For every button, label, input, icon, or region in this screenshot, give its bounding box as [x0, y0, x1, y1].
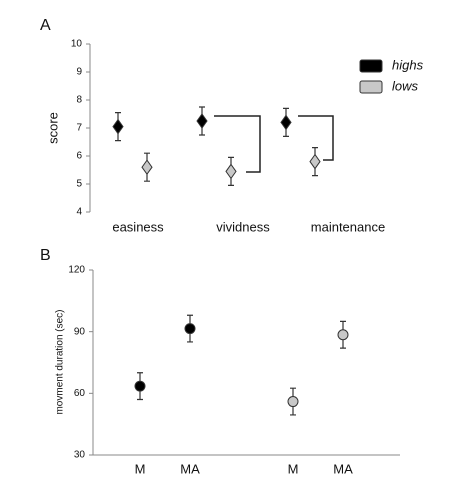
y-tick-label: 8	[76, 95, 82, 106]
y-tick-label: 10	[71, 39, 83, 50]
panel-label: B	[40, 247, 51, 264]
x-tick-label: MA	[333, 461, 353, 476]
data-point	[184, 323, 196, 335]
data-point	[337, 329, 349, 341]
legend-swatch	[359, 59, 383, 73]
panel-label: A	[40, 17, 51, 34]
legend-label: highs	[392, 57, 424, 72]
data-point	[134, 380, 146, 392]
y-axis-label: score	[45, 112, 60, 144]
legend-swatch	[359, 80, 383, 94]
data-point	[309, 153, 321, 170]
legend-label: lows	[392, 78, 419, 93]
y-axis-label: movment duration (sec)	[55, 309, 66, 414]
data-point	[287, 396, 299, 408]
data-point	[196, 113, 208, 129]
x-tick-label: maintenance	[311, 219, 385, 234]
y-tick-label: 90	[74, 326, 86, 337]
y-tick-label: 7	[76, 123, 82, 134]
data-point	[141, 159, 153, 176]
x-tick-label: vividness	[216, 219, 270, 234]
x-tick-label: MA	[180, 461, 200, 476]
data-point	[280, 114, 292, 131]
y-tick-label: 4	[76, 207, 82, 218]
data-point	[112, 118, 124, 135]
y-tick-label: 6	[76, 151, 82, 162]
y-tick-label: 60	[74, 388, 86, 399]
x-tick-label: M	[135, 461, 146, 476]
bracket	[298, 115, 334, 161]
y-tick-label: 9	[76, 67, 82, 78]
bracket	[214, 115, 261, 173]
data-point	[225, 163, 237, 180]
y-tick-label: 30	[74, 450, 86, 461]
x-tick-label: easiness	[112, 219, 164, 234]
y-tick-label: 120	[68, 265, 85, 276]
y-tick-label: 5	[76, 179, 82, 190]
x-tick-label: M	[288, 461, 299, 476]
